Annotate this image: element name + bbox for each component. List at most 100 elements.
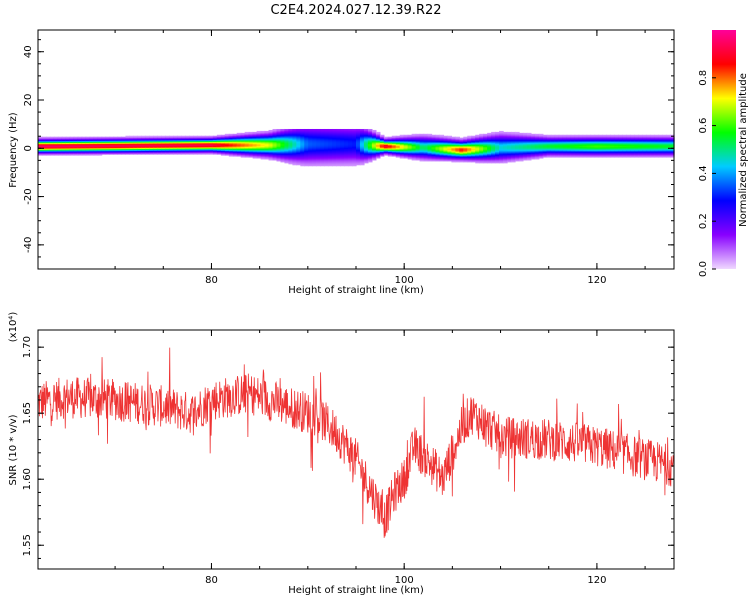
- colorbar-tick-label: 0.2: [698, 213, 709, 229]
- spectrogram-cell: [423, 156, 429, 158]
- spectrogram-cell: [204, 138, 210, 141]
- spectrogram-cell: [491, 135, 496, 138]
- spectrogram-cell: [375, 148, 381, 150]
- spectrogram-cell: [65, 137, 71, 140]
- spectrogram-cell: [439, 153, 445, 155]
- spectrogram-cell: [61, 144, 67, 146]
- spectrogram-cell: [439, 145, 445, 147]
- spectrogram-cell: [236, 141, 242, 144]
- spectrogram-cell: [133, 142, 138, 145]
- spectrogram-cell: [248, 152, 254, 154]
- spectrogram-cell: [324, 139, 329, 142]
- spectrogram-cell: [41, 147, 47, 149]
- spectrogram-cell: [530, 147, 536, 149]
- spectrogram-cell: [670, 155, 675, 157]
- spectrogram-cell: [328, 132, 333, 135]
- spectrogram-cell: [518, 145, 524, 147]
- spectrogram-cell: [268, 139, 274, 142]
- spectrogram-cell: [427, 154, 433, 156]
- spectrogram-cell: [65, 141, 71, 144]
- spectrogram-cell: [208, 137, 214, 140]
- spectrogram-cell: [85, 147, 91, 149]
- spectrogram-cell: [463, 137, 468, 140]
- spectrogram-cell: [367, 152, 373, 154]
- spectrogram-cell: [642, 135, 647, 138]
- spectrogram-cell: [189, 139, 194, 142]
- spectrogram-cell: [363, 157, 369, 160]
- spectrogram-cell: [439, 140, 445, 143]
- spectrogram-cell: [530, 156, 536, 158]
- spectrogram-cell: [499, 146, 504, 148]
- spectrogram-cell: [598, 146, 604, 148]
- spectrogram-cell: [101, 137, 107, 140]
- spectrogram-cell: [646, 155, 651, 157]
- spectrogram-cell: [328, 159, 333, 162]
- spectrogram-cell: [312, 158, 317, 161]
- spectrogram-cell: [113, 143, 119, 146]
- spectrogram-cell: [141, 137, 146, 140]
- spectrogram-cell: [658, 155, 663, 157]
- spectrogram-cell: [141, 150, 146, 152]
- spectrogram-cell: [590, 141, 596, 144]
- spectrogram-cell: [411, 156, 417, 159]
- spectrogram-cell: [542, 149, 548, 151]
- spectrogram-cell: [296, 147, 301, 149]
- spectrogram-cell: [363, 153, 369, 155]
- spectrogram-cell: [189, 145, 194, 147]
- spectrogram-cell: [654, 156, 659, 158]
- spectrogram-cell: [324, 149, 329, 151]
- spectrogram-cell: [181, 150, 186, 152]
- spectrogram-cell: [77, 152, 83, 154]
- spectrogram-cell: [658, 141, 663, 144]
- spectrogram-cell: [483, 155, 488, 157]
- spectrogram-cell: [518, 144, 524, 146]
- spectrogram-cell: [594, 156, 600, 158]
- spectrogram-cell: [387, 150, 393, 152]
- spectrogram-cell: [300, 130, 305, 133]
- spectrogram-cell: [57, 142, 63, 145]
- spectrogram-cell: [352, 131, 357, 134]
- spectrogram-cell: [447, 144, 452, 146]
- spectrogram-cell: [89, 140, 95, 143]
- spectrogram-cell: [264, 152, 270, 154]
- spectrogram-cell: [638, 150, 643, 152]
- spectrogram-cell: [403, 137, 409, 140]
- spectrogram-cell: [407, 150, 413, 152]
- spectrogram-cell: [352, 144, 357, 146]
- spectrogram-cell: [308, 130, 313, 133]
- spectrogram-cell: [606, 140, 611, 143]
- spectrogram-cell: [511, 156, 516, 158]
- spectrogram-cell: [153, 151, 158, 153]
- spectrogram-cell: [137, 146, 142, 148]
- spectrogram-cell: [129, 142, 134, 145]
- spectrogram-cell: [113, 147, 119, 149]
- spectrogram-cell: [582, 147, 588, 149]
- spectrogram-cell: [61, 145, 67, 147]
- spectrogram-cell: [141, 146, 146, 148]
- spectrogram-cell: [574, 151, 580, 153]
- spectrogram-cell: [280, 148, 286, 150]
- spectrogram-cell: [475, 134, 480, 137]
- spectrogram-cell: [403, 142, 409, 145]
- spectrogram-cell: [475, 144, 480, 146]
- spectrogram-cell: [81, 137, 87, 140]
- spectrogram-cell: [336, 164, 341, 167]
- spectrogram-cell: [288, 132, 293, 135]
- spectrogram-cell: [113, 141, 119, 144]
- spectrogram-cell: [471, 159, 476, 162]
- spectrogram-cell: [340, 153, 345, 155]
- spectrogram-cell: [41, 141, 47, 144]
- spectrogram-cell: [228, 137, 234, 140]
- spectrogram-cell: [268, 131, 274, 134]
- spectrogram-cell: [344, 161, 349, 164]
- spectrogram-cell: [546, 155, 552, 157]
- spectrogram-cell: [670, 134, 675, 137]
- spectrogram-cell: [435, 137, 441, 140]
- spectrogram-cell: [157, 141, 162, 144]
- spectrogram-cell: [622, 146, 627, 148]
- spectrogram-cell: [630, 147, 635, 149]
- spectrogram-cell: [340, 151, 345, 153]
- spectrogram-cell: [348, 145, 353, 147]
- spectrogram-cell: [336, 160, 341, 163]
- spectrogram-cell: [252, 138, 258, 141]
